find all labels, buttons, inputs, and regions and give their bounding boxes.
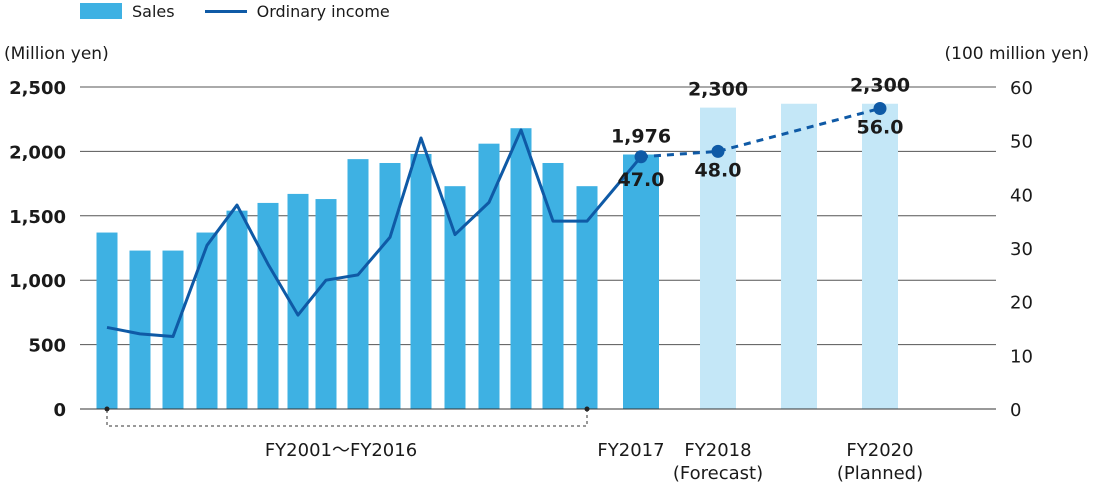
income-point xyxy=(634,150,648,164)
legend: Sales Ordinary income xyxy=(80,0,420,22)
sales-bar xyxy=(379,162,401,409)
sales-bar xyxy=(542,162,564,409)
right-tick-label: 10 xyxy=(1010,346,1033,367)
sales-bar xyxy=(129,250,151,409)
right-tick-label: 20 xyxy=(1010,293,1033,314)
legend-sales-label: Sales xyxy=(132,1,175,21)
sales-bar xyxy=(287,193,309,409)
legend-income: Ordinary income xyxy=(204,1,390,21)
sales-bar xyxy=(623,154,659,409)
sales-bar xyxy=(862,103,898,409)
right-axis-unit: (100 million yen) xyxy=(944,44,1089,64)
sales-bar xyxy=(781,103,817,409)
income-value-label: 56.0 xyxy=(857,116,904,138)
legend-sales-swatch xyxy=(80,3,122,19)
category-label: FY2018 xyxy=(684,440,751,461)
right-tick-label: 50 xyxy=(1010,132,1033,153)
income-value-label: 47.0 xyxy=(618,169,665,191)
sales-bar xyxy=(162,250,184,409)
category-label: (Planned) xyxy=(837,463,923,484)
income-line xyxy=(106,128,643,339)
right-tick-label: 60 xyxy=(1010,78,1033,99)
bracket-line xyxy=(106,410,588,427)
category-label: (Forecast) xyxy=(673,463,763,484)
sales-bar xyxy=(96,232,118,409)
left-tick-label: 0 xyxy=(53,400,66,421)
bracket-dot xyxy=(584,406,590,412)
right-tick-label: 30 xyxy=(1010,239,1033,260)
income-point xyxy=(711,144,725,158)
left-tick-label: 1,000 xyxy=(9,271,66,292)
left-tick-label: 2,000 xyxy=(9,142,66,163)
left-tick-label: 2,500 xyxy=(9,78,66,99)
sales-bar xyxy=(478,143,500,409)
income-value-label: 48.0 xyxy=(695,159,742,181)
sales-bar xyxy=(226,210,248,409)
category-label: FY2020 xyxy=(846,440,913,461)
sales-value-label: 1,976 xyxy=(611,125,671,147)
category-label: FY2017 xyxy=(597,440,664,461)
legend-income-swatch xyxy=(204,9,247,13)
sales-bar xyxy=(257,202,279,409)
sales-bar xyxy=(576,186,598,409)
sales-bar xyxy=(315,199,337,409)
income-forecast-line xyxy=(640,107,881,159)
sales-bar xyxy=(444,186,466,409)
left-tick-label: 1,500 xyxy=(9,207,66,228)
sales-bar xyxy=(410,153,432,409)
sales-bar xyxy=(347,159,369,409)
left-tick-label: 500 xyxy=(28,336,66,357)
sales-bar xyxy=(196,232,218,409)
legend-income-label: Ordinary income xyxy=(256,1,390,21)
sales-value-label: 2,300 xyxy=(688,79,748,101)
category-label: FY2001～FY2016 xyxy=(265,440,417,461)
left-axis-unit: (Million yen) xyxy=(4,44,109,64)
legend-sales: Sales xyxy=(80,2,175,21)
bracket-dot xyxy=(104,406,110,412)
right-tick-label: 0 xyxy=(1010,400,1021,421)
income-point xyxy=(873,101,887,115)
sales-bar xyxy=(510,128,532,409)
sales-value-label: 2,300 xyxy=(850,75,910,97)
right-tick-label: 40 xyxy=(1010,185,1033,206)
